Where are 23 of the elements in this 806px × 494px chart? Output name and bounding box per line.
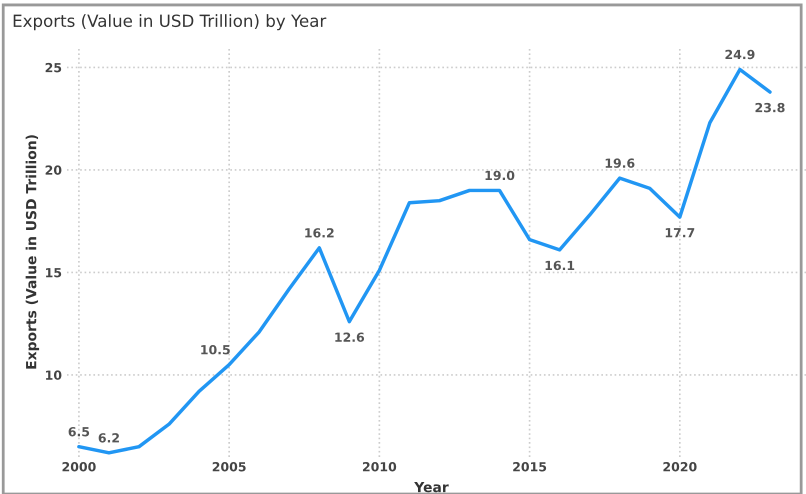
x-tick-label: 2015: [513, 462, 546, 472]
data-label: 16.1: [546, 260, 574, 270]
y-tick-label: 10: [46, 370, 62, 380]
x-axis-title: Year: [414, 482, 449, 492]
x-tick-label: 2005: [212, 462, 246, 472]
x-tick-label: 2010: [362, 462, 396, 472]
x-tick-label: 2020: [663, 462, 697, 472]
data-label: 19.0: [486, 170, 514, 180]
data-label: 6.2: [98, 433, 119, 443]
chart-title: Exports (Value in USD Trillion) by Year: [14, 14, 326, 30]
y-tick-label: 25: [46, 62, 62, 72]
x-tick-label: 2000: [62, 462, 96, 472]
y-tick-label: 15: [46, 268, 62, 278]
data-label: 24.9: [725, 50, 755, 60]
data-label: 6.5: [68, 426, 90, 436]
data-label: 12.6: [335, 332, 364, 342]
y-tick-label: 20: [46, 165, 62, 175]
data-label: 17.7: [666, 228, 694, 238]
y-axis-title: Exports (Value in USD Trillion): [26, 135, 40, 369]
data-label: 19.6: [606, 158, 634, 168]
data-label: 23.8: [756, 102, 785, 112]
data-label: 16.2: [305, 228, 334, 238]
data-label: 10.5: [201, 344, 230, 354]
